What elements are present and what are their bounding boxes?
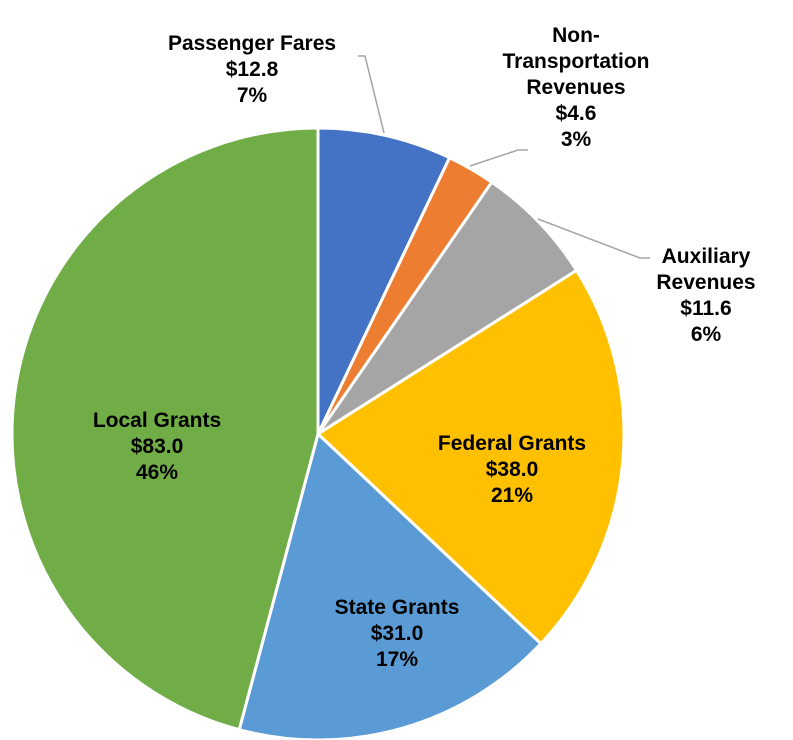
leader-line — [537, 218, 650, 259]
percent-label: 3% — [560, 128, 592, 151]
value-label: $31.0 — [370, 622, 424, 645]
slice-name: State Grants — [334, 596, 460, 619]
data-label: Passenger Fares $12.8 7% — [168, 31, 336, 109]
slice-name: Federal Grants — [437, 432, 587, 455]
leader-line — [469, 149, 528, 167]
slice-name: Local Grants — [92, 409, 222, 432]
data-label: Federal Grants $38.0 21% — [438, 431, 586, 509]
pie-slice — [237, 431, 543, 740]
data-label: Auxiliary Revenues $11.6 6% — [656, 244, 755, 348]
slice-name: Non- Transportation Revenues — [502, 24, 650, 99]
value-label: $83.0 — [130, 435, 184, 458]
percent-label: 7% — [236, 84, 268, 107]
data-label: Non- Transportation Revenues $4.6 3% — [502, 23, 649, 153]
leader-line — [358, 55, 385, 134]
percent-label: 21% — [490, 484, 534, 507]
percent-label: 46% — [135, 461, 179, 484]
value-label: $11.6 — [680, 297, 732, 320]
pie-slice — [10, 126, 320, 732]
value-label: $38.0 — [485, 458, 539, 481]
pie-slice — [315, 268, 626, 646]
pie-slice — [316, 180, 579, 436]
slice-name: Auxiliary Revenues — [656, 245, 756, 294]
data-label: Local Grants $83.0 46% — [93, 408, 221, 486]
slice-name: Passenger Fares — [167, 32, 337, 55]
value-label: $4.6 — [555, 102, 597, 125]
percent-label: 6% — [690, 323, 722, 346]
value-label: $12.8 — [225, 58, 279, 81]
pie-slice — [316, 126, 452, 435]
percent-label: 17% — [375, 648, 419, 671]
data-label: State Grants $31.0 17% — [335, 595, 460, 673]
